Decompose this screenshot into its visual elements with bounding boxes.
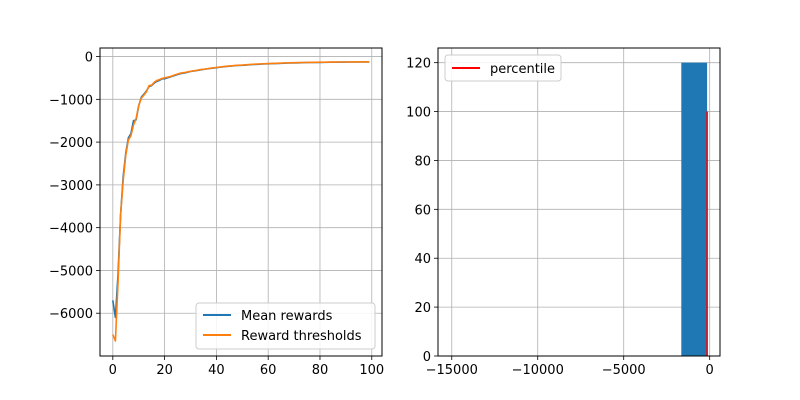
- right-legend-box: [444, 54, 562, 82]
- left-y-tick-label: −4000: [49, 222, 93, 237]
- left-x-tick-label: 80: [312, 363, 329, 378]
- left-y-tick-label: −1000: [49, 93, 93, 108]
- left-x-tick-label: 100: [359, 363, 384, 378]
- left-y-tick-label: −2000: [49, 136, 93, 151]
- left-series: [112, 60, 370, 342]
- left-x-tick-label: 60: [260, 363, 277, 378]
- left-axes-frame: [99, 47, 383, 357]
- histogram-rewards: −15000 −10000 −5000 0 0 20 40 60 80 100 120 percen…: [406, 47, 721, 378]
- legend-percentile-label: percentile: [490, 62, 555, 77]
- right-x-tick-label: −10000: [512, 363, 564, 378]
- left-legend: Mean rewards Reward thresholds: [195, 302, 376, 350]
- right-y-tick-label: 100: [406, 106, 431, 121]
- right-axes-frame: [437, 47, 721, 357]
- legend-mean-rewards-label: Mean rewards: [241, 309, 333, 324]
- right-y-tick-label: 0: [423, 350, 431, 365]
- reward-thresholds-line: [112, 60, 370, 342]
- left-y-tick-label: −3000: [49, 179, 93, 194]
- left-x-tick-label: 0: [109, 363, 117, 378]
- right-x-tick-label: −5000: [602, 363, 646, 378]
- right-y-tick-label: 80: [414, 154, 431, 169]
- left-y-tick-label: −5000: [49, 264, 93, 279]
- right-y-tick-label: 60: [414, 203, 431, 218]
- right-y-tick-label: 20: [414, 301, 431, 316]
- left-ticks: 0 20 40 60 80 100 0 −1000 −2000 −3000 −4000 −5000 −6…: [49, 51, 384, 378]
- right-ticks: −15000 −10000 −5000 0 0 20 40 60 80 100 120: [406, 57, 714, 378]
- legend-reward-thresholds-label: Reward thresholds: [241, 329, 362, 344]
- right-y-tick-label: 40: [414, 252, 431, 267]
- right-legend: percentile: [444, 54, 562, 82]
- left-x-tick-label: 20: [156, 363, 173, 378]
- right-x-tick-label: 0: [706, 363, 714, 378]
- left-y-tick-label: 0: [85, 51, 93, 66]
- histogram-bars: [681, 62, 708, 357]
- left-x-tick-label: 40: [208, 363, 225, 378]
- line-chart-rewards: 0 20 40 60 80 100 0 −1000 −2000 −3000 −4000 −5000 −6…: [49, 47, 384, 378]
- histogram-bar: [681, 62, 708, 357]
- right-y-tick-label: 120: [406, 57, 431, 72]
- left-y-tick-label: −6000: [49, 307, 93, 322]
- left-legend-box: [195, 302, 376, 350]
- right-x-tick-label: −15000: [426, 363, 478, 378]
